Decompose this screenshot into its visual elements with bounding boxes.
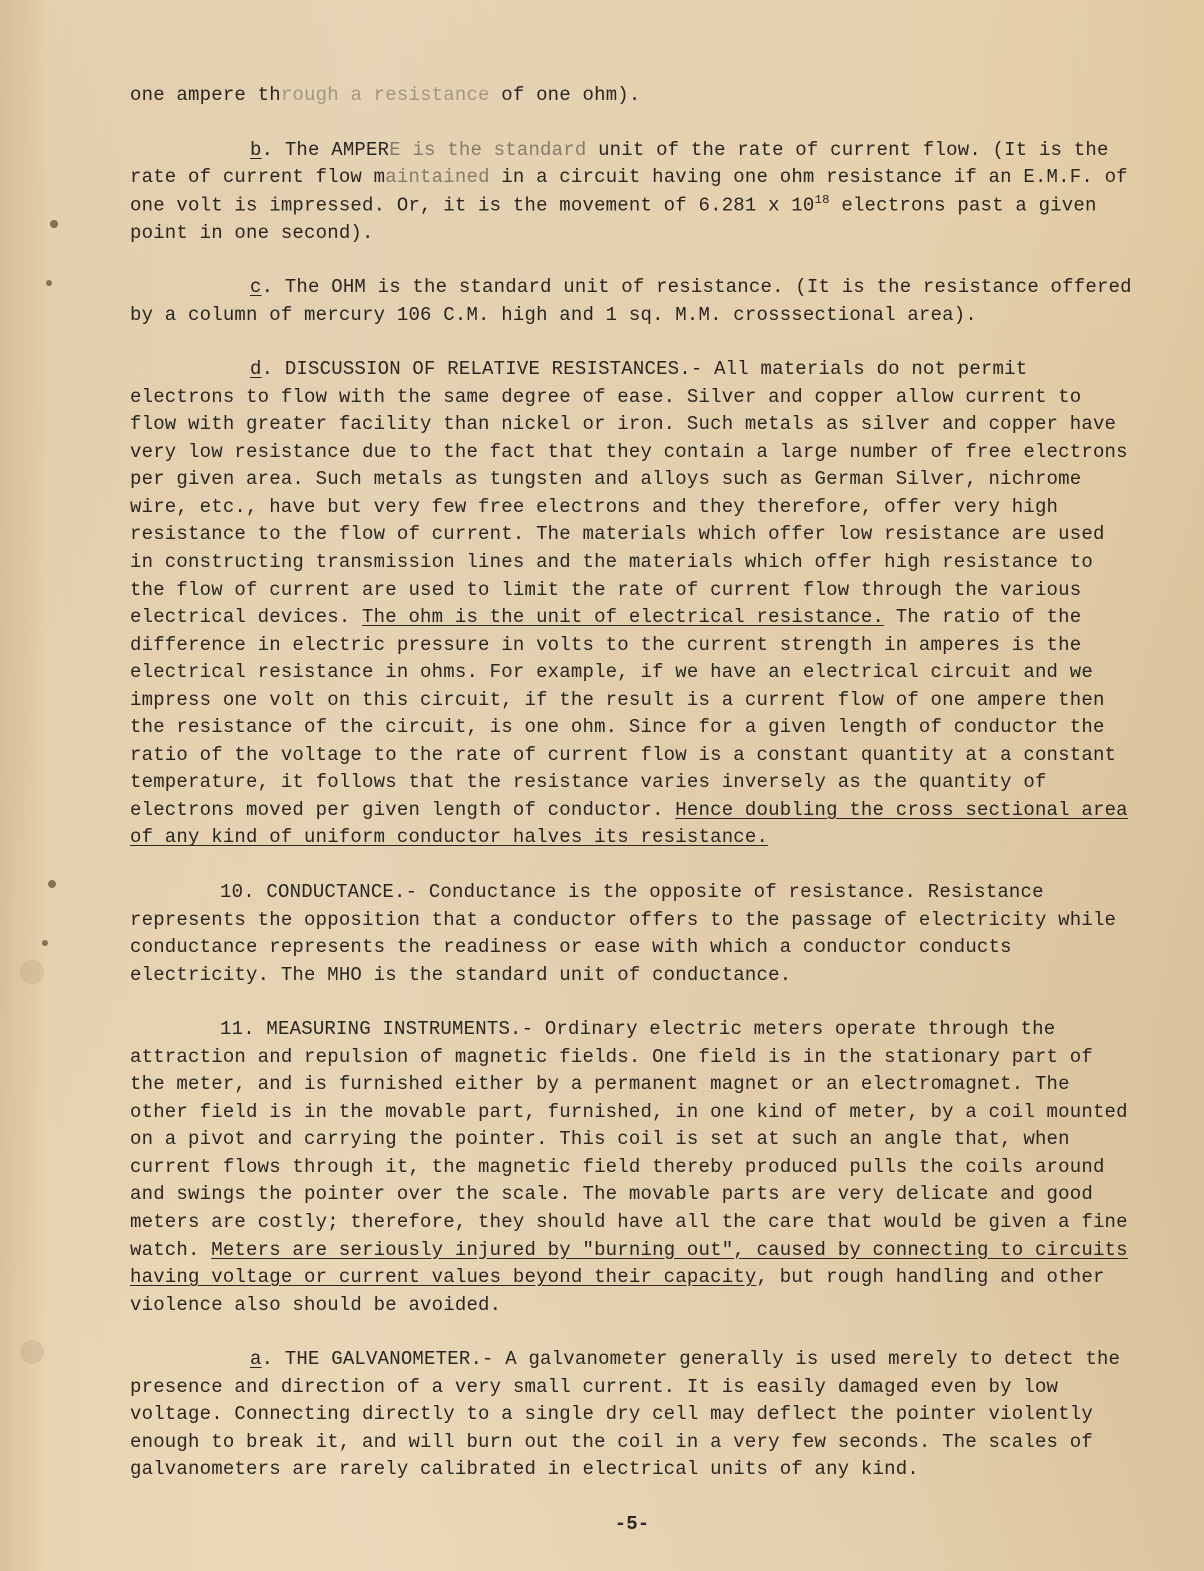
text: . The OHM is the standard unit of resist…: [130, 276, 1132, 326]
paragraph-10: 10. CONDUCTANCE.- Conductance is the opp…: [130, 879, 1134, 989]
text: . DISCUSSION OF RELATIVE RESISTANCES.- A…: [130, 358, 1128, 628]
paragraph-11: 11. MEASURING INSTRUMENTS.- Ordinary ele…: [130, 1016, 1134, 1319]
text: The ratio of the difference in electric …: [130, 606, 1116, 821]
paragraph-d: d. DISCUSSION OF RELATIVE RESISTANCES.- …: [130, 356, 1134, 852]
paper-mark: [42, 940, 48, 946]
document-page: one ampere through a resistance of one o…: [0, 0, 1204, 1571]
item-label-c: c: [250, 276, 262, 298]
text: . The AMPER: [262, 139, 390, 161]
text: 10. CONDUCTANCE.- Conductance is the opp…: [130, 881, 1116, 986]
paragraph-a: a. THE GALVANOMETER.- A galvanometer gen…: [130, 1346, 1134, 1484]
text: of one ohm).: [490, 84, 641, 106]
faded-text: rough a resistance: [281, 84, 490, 106]
underlined-text: The ohm is the unit of electrical resist…: [362, 606, 884, 628]
faded-text: E is the standard: [389, 139, 586, 161]
text: . THE GALVANOMETER.- A galvanometer gene…: [130, 1348, 1120, 1480]
item-label-a: a: [250, 1348, 262, 1370]
item-label-b: b: [250, 139, 262, 161]
paper-mark: [50, 220, 58, 228]
exponent: 18: [815, 193, 830, 207]
paragraph-continuation: one ampere through a resistance of one o…: [130, 82, 1134, 110]
faded-text: aintained: [385, 166, 489, 188]
paper-mark: [48, 880, 56, 888]
text: one ampere th: [130, 84, 281, 106]
paragraph-c: c. The OHM is the standard unit of resis…: [130, 274, 1134, 329]
page-number: -5-: [130, 1511, 1134, 1539]
binder-hole: [20, 1340, 44, 1364]
item-label-d: d: [250, 358, 262, 380]
text: 11. MEASURING INSTRUMENTS.- Ordinary ele…: [130, 1018, 1128, 1260]
binder-hole: [20, 960, 44, 984]
paper-mark: [46, 280, 52, 286]
paragraph-b: b. The AMPERE is the standard unit of th…: [130, 137, 1134, 248]
